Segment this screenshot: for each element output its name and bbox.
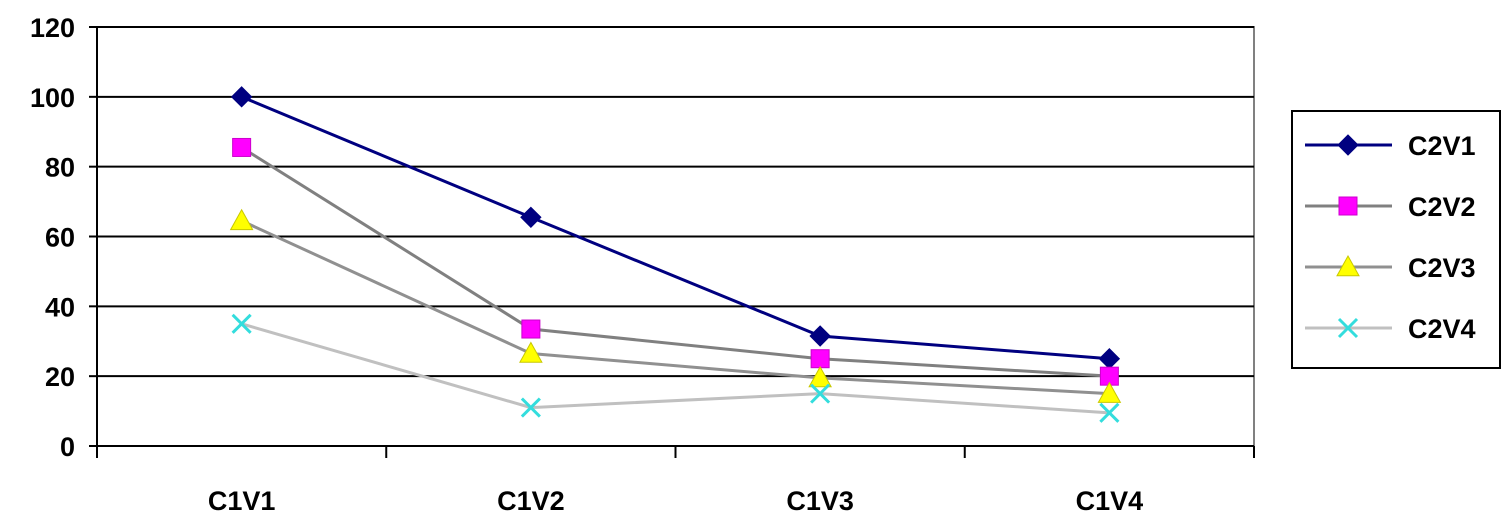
marker-stroke bbox=[231, 313, 252, 334]
series-lines bbox=[240, 95, 1110, 415]
legend-item-c2v3: C2V3 bbox=[1305, 253, 1476, 283]
legend: C2V1 C2V2 C2V3 C2V4 bbox=[1291, 110, 1501, 369]
x-tick-label: C1V4 bbox=[1076, 486, 1144, 516]
data-point-c2v2 bbox=[810, 349, 830, 369]
series-line-c2v1 bbox=[241, 95, 1110, 361]
data-point-c2v4 bbox=[231, 313, 252, 334]
legend-label: C2V4 bbox=[1408, 314, 1476, 344]
legend-item-c2v4: C2V4 bbox=[1305, 314, 1476, 344]
legend-marker bbox=[1337, 134, 1359, 156]
data-point-c2v4 bbox=[810, 383, 831, 404]
data-point-c2v1 bbox=[809, 325, 831, 347]
y-tick-label: 20 bbox=[45, 362, 75, 392]
x-tick-label: C1V1 bbox=[208, 486, 276, 516]
data-point-c2v2 bbox=[232, 137, 252, 157]
legend-item-c2v1: C2V1 bbox=[1305, 131, 1476, 161]
y-tick-label: 60 bbox=[45, 223, 75, 253]
data-point-c2v4 bbox=[520, 397, 541, 418]
legend-marker bbox=[1337, 317, 1359, 339]
legend-box bbox=[1291, 110, 1501, 369]
x-tick-label: C1V3 bbox=[786, 486, 854, 516]
series-line-c2v4 bbox=[241, 322, 1110, 415]
y-tick-label: 100 bbox=[30, 83, 75, 113]
legend-marker bbox=[1336, 254, 1360, 277]
series-line-c2v2 bbox=[240, 146, 1110, 378]
data-point-c2v4 bbox=[1099, 402, 1120, 423]
legend-label: C2V3 bbox=[1408, 253, 1476, 283]
grid-lines bbox=[96, 26, 1255, 447]
data-point-c2v1 bbox=[230, 86, 253, 108]
axes: 0 20 40 60 80 100 120 C1V1 C1V2 C1V3 C1V4 bbox=[30, 13, 1255, 516]
marker-stroke bbox=[520, 397, 541, 418]
x-tick-label: C1V2 bbox=[497, 486, 565, 516]
series-line-c2v3 bbox=[240, 219, 1110, 396]
data-point-c2v3 bbox=[519, 341, 543, 363]
legend-item-c2v2: C2V2 bbox=[1305, 192, 1476, 222]
y-tick-label: 0 bbox=[60, 432, 75, 462]
data-point-c2v3 bbox=[1097, 381, 1122, 403]
marker-stroke bbox=[810, 383, 831, 404]
y-tick-label: 80 bbox=[45, 153, 75, 183]
y-tick-label: 40 bbox=[45, 292, 75, 322]
marker-stroke bbox=[1099, 402, 1120, 423]
data-point-c2v3 bbox=[229, 208, 254, 231]
legend-label: C2V2 bbox=[1408, 192, 1476, 222]
series-markers bbox=[229, 86, 1122, 423]
data-point-c2v3 bbox=[808, 365, 832, 388]
data-point-c2v2 bbox=[521, 319, 541, 339]
data-point-c2v1 bbox=[1098, 348, 1121, 370]
legend-marker bbox=[1338, 196, 1358, 216]
y-tick-label: 120 bbox=[30, 13, 75, 43]
legend-label: C2V1 bbox=[1408, 131, 1476, 161]
marker-stroke bbox=[1337, 317, 1359, 339]
data-point-c2v1 bbox=[520, 206, 542, 229]
